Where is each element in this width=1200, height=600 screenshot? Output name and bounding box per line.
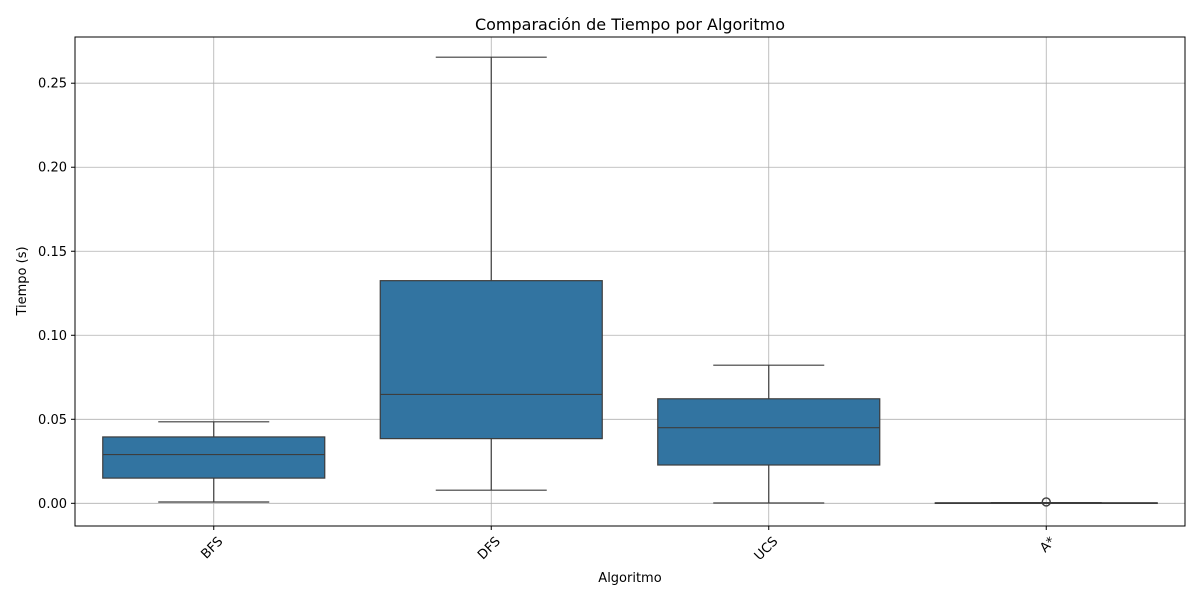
box-dfs	[379, 56, 603, 491]
plot-frame	[74, 36, 1186, 527]
y-tick-label: 0.25	[38, 77, 67, 92]
chart-title: Comparación de Tiempo por Algoritmo	[475, 15, 785, 34]
y-tick-label: 0.00	[38, 497, 67, 512]
box-a	[934, 497, 1158, 507]
y-axis-ticks: 0.00 0.05 0.10 0.15 0.20 0.25	[38, 77, 75, 512]
y-tick-label: 0.05	[38, 413, 67, 428]
iqr-box	[657, 398, 881, 466]
iqr-box	[102, 436, 326, 479]
y-tick-label: 0.15	[38, 245, 67, 260]
y-tick-label: 0.20	[38, 161, 67, 176]
y-tick-label: 0.10	[38, 329, 67, 344]
box-series	[102, 56, 1158, 507]
iqr-box	[379, 280, 603, 440]
box-ucs	[657, 364, 881, 504]
y-axis-label: Tiempo (s)	[15, 246, 30, 316]
box-bfs	[102, 421, 326, 503]
x-axis-label: Algoritmo	[598, 571, 661, 586]
outlier-point	[1041, 497, 1051, 507]
